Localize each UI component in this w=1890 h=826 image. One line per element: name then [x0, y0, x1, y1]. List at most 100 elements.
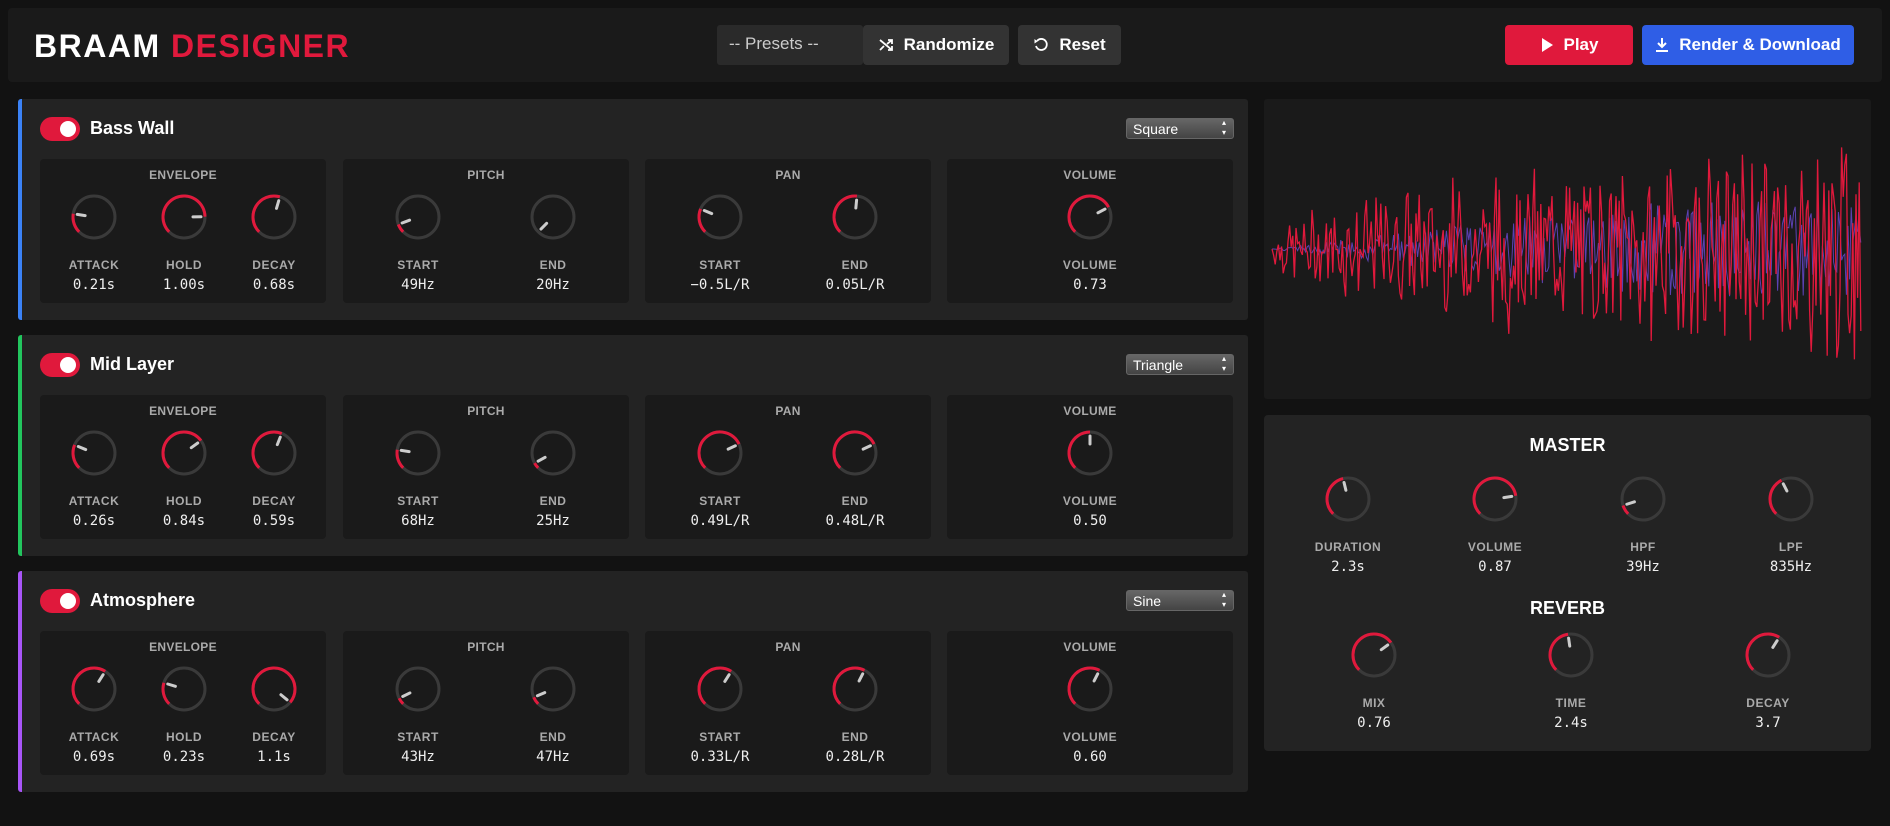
layer-enable-toggle[interactable] — [40, 353, 80, 377]
knob-dial[interactable] — [160, 193, 208, 241]
knob-dial[interactable] — [831, 429, 879, 477]
knob-dial[interactable] — [696, 429, 744, 477]
knob-decay[interactable]: DECAY 3.7 — [1718, 631, 1818, 735]
render-download-button[interactable]: Render & Download — [1642, 25, 1854, 65]
knob-time[interactable]: TIME 2.4s — [1521, 631, 1621, 735]
knob-volume[interactable]: VOLUME 0.87 — [1445, 475, 1545, 579]
knob-start[interactable]: START 49Hz — [368, 193, 468, 297]
knob-decay[interactable]: DECAY 0.59s — [224, 429, 324, 533]
knob-dial[interactable] — [70, 193, 118, 241]
knob-attack[interactable]: ATTACK 0.69s — [44, 665, 144, 769]
knob-pointer — [1625, 500, 1636, 506]
knob-attack[interactable]: ATTACK 0.21s — [44, 193, 144, 297]
randomize-button[interactable]: Randomize — [863, 25, 1009, 65]
knob-volume[interactable]: VOLUME 0.50 — [1040, 429, 1140, 533]
panel-envelope: ENVELOPE ATTACK 0.21s HOLD 1.00s DECAY 0.68s — [40, 159, 326, 303]
knob-hpf[interactable]: HPF 39Hz — [1593, 475, 1693, 579]
knob-volume[interactable]: VOLUME 0.73 — [1040, 193, 1140, 297]
panel-title: ENVELOPE — [149, 168, 217, 182]
knob-end[interactable]: END 25Hz — [503, 429, 603, 533]
knob-dial[interactable] — [250, 665, 298, 713]
knob-start[interactable]: START 68Hz — [368, 429, 468, 533]
knob-pointer — [275, 199, 281, 210]
waveform-select[interactable]: Triangle — [1126, 354, 1234, 375]
knob-dial[interactable] — [1066, 429, 1114, 477]
knob-dial[interactable] — [529, 193, 577, 241]
knob-dial[interactable] — [70, 429, 118, 477]
knob-dial[interactable] — [1767, 475, 1815, 523]
knob-start[interactable]: START 0.33L/R — [670, 665, 770, 769]
knob-end[interactable]: END 47Hz — [503, 665, 603, 769]
knob-dial[interactable] — [1744, 631, 1792, 679]
knob-arc — [1548, 632, 1569, 671]
knob-arc — [251, 666, 297, 705]
knob-arc — [832, 430, 876, 469]
knob-dial[interactable] — [1350, 631, 1398, 679]
knob-arc — [161, 682, 171, 705]
knob-hold[interactable]: HOLD 1.00s — [134, 193, 234, 297]
knob-track — [395, 666, 441, 712]
knob-pointer — [1771, 639, 1779, 649]
layer-mid-layer: Mid Layer Triangle ENVELOPE ATTACK 0.26s HOL… — [18, 335, 1248, 556]
layer-enable-toggle[interactable] — [40, 117, 80, 141]
knob-dial[interactable] — [394, 429, 442, 477]
knob-dial[interactable] — [1066, 665, 1114, 713]
presets-select[interactable]: -- Presets -- — [717, 25, 863, 65]
play-button[interactable]: Play — [1505, 25, 1633, 65]
knob-start[interactable]: START 43Hz — [368, 665, 468, 769]
knob-dial[interactable] — [529, 429, 577, 477]
knob-end[interactable]: END 0.05L/R — [805, 193, 905, 297]
knob-label: ATTACK — [68, 494, 120, 508]
knob-hold[interactable]: HOLD 0.84s — [134, 429, 234, 533]
reset-icon — [1034, 38, 1049, 51]
knob-arc — [697, 430, 741, 469]
knob-dial[interactable] — [394, 193, 442, 241]
knob-dial[interactable] — [160, 665, 208, 713]
knob-dial[interactable] — [696, 665, 744, 713]
knob-dial[interactable] — [394, 665, 442, 713]
panel-title: PITCH — [467, 404, 505, 418]
knob-arc — [1745, 632, 1781, 671]
knob-dial[interactable] — [1324, 475, 1372, 523]
knob-label: DECAY — [252, 730, 296, 744]
knob-start[interactable]: START 0.49L/R — [670, 429, 770, 533]
knob-dial[interactable] — [831, 665, 879, 713]
knob-start[interactable]: START −0.5L/R — [670, 193, 770, 297]
knob-attack[interactable]: ATTACK 0.26s — [44, 429, 144, 533]
knob-label: END — [841, 494, 869, 508]
knob-dial[interactable] — [160, 429, 208, 477]
knob-end[interactable]: END 0.48L/R — [805, 429, 905, 533]
reset-button[interactable]: Reset — [1018, 25, 1121, 65]
knob-decay[interactable]: DECAY 0.68s — [224, 193, 324, 297]
knob-dial[interactable] — [250, 429, 298, 477]
knob-dial[interactable] — [529, 665, 577, 713]
knob-mix[interactable]: MIX 0.76 — [1324, 631, 1424, 735]
knob-dial[interactable] — [1547, 631, 1595, 679]
knob-dial[interactable] — [696, 193, 744, 241]
knob-pointer — [97, 673, 105, 683]
knob-end[interactable]: END 0.28L/R — [805, 665, 905, 769]
knob-dial[interactable] — [1471, 475, 1519, 523]
panel-volume: VOLUME VOLUME 0.60 — [947, 631, 1233, 775]
knob-decay[interactable]: DECAY 1.1s — [224, 665, 324, 769]
knob-dial[interactable] — [1619, 475, 1667, 523]
waveform-select[interactable]: Sine — [1126, 590, 1234, 611]
waveform-select[interactable]: Square — [1126, 118, 1234, 139]
knob-dial[interactable] — [70, 665, 118, 713]
knob-value: 0.05L/R — [825, 277, 885, 293]
panel-pitch: PITCH START 68Hz END 25Hz — [343, 395, 629, 539]
layer-enable-toggle[interactable] — [40, 589, 80, 613]
knob-duration[interactable]: DURATION 2.3s — [1298, 475, 1398, 579]
knob-label: LPF — [1778, 540, 1804, 554]
knob-volume[interactable]: VOLUME 0.60 — [1040, 665, 1140, 769]
knob-arc — [697, 666, 733, 705]
knob-dial[interactable] — [1066, 193, 1114, 241]
knob-value: 47Hz — [536, 749, 570, 765]
knob-hold[interactable]: HOLD 0.23s — [134, 665, 234, 769]
knob-arc — [161, 430, 203, 469]
knob-end[interactable]: END 20Hz — [503, 193, 603, 297]
knob-dial[interactable] — [250, 193, 298, 241]
knob-lpf[interactable]: LPF 835Hz — [1741, 475, 1841, 579]
knob-value: 2.4s — [1554, 715, 1588, 731]
knob-dial[interactable] — [831, 193, 879, 241]
